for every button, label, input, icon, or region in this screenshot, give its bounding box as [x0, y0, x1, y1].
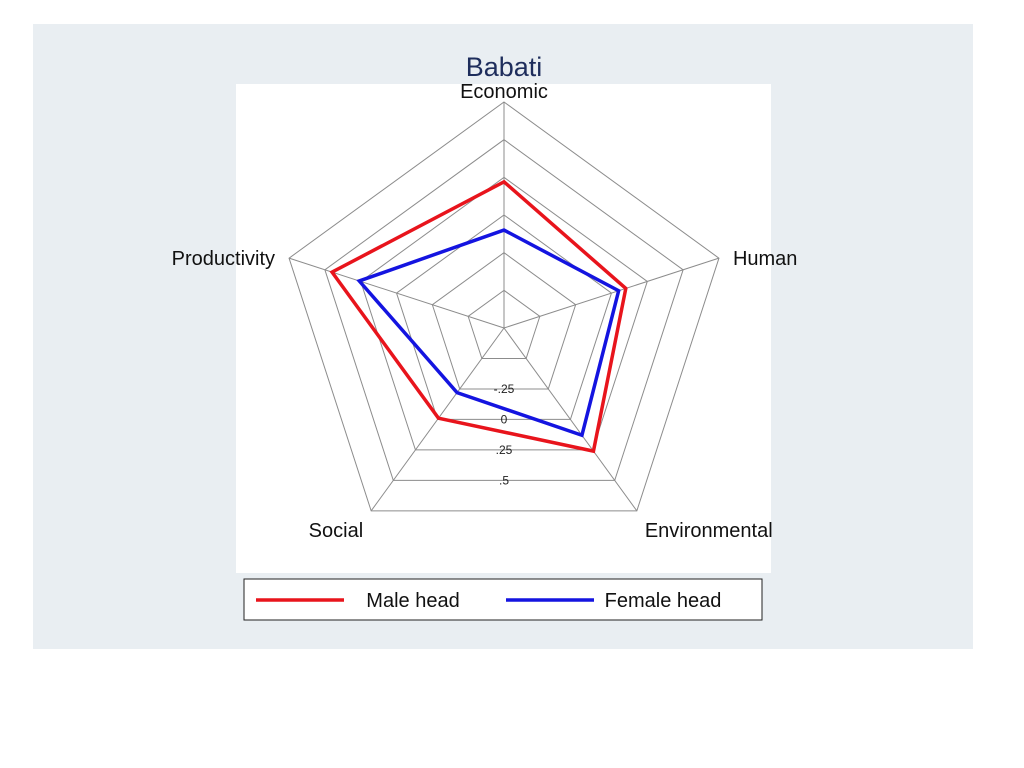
axis-label-human: Human — [733, 248, 797, 270]
radial-tick-labels: -.25 0 .25 .5 — [494, 382, 515, 487]
legend-label-female-head: Female head — [605, 590, 722, 612]
spoke-productivity — [288, 257, 505, 329]
chart-title: Babati — [466, 52, 543, 82]
axis-labels: Economic Human Environmental Social Producti… — [172, 81, 798, 542]
grid-ring-1 — [467, 289, 541, 359]
legend: Male head Female head — [243, 578, 763, 621]
tick-label: 0 — [501, 412, 508, 426]
series-female-head — [356, 228, 621, 438]
tick-label: -.25 — [494, 382, 515, 396]
grid-ring-4 — [360, 176, 648, 451]
spoke-environmental — [503, 327, 638, 512]
tick-label: .5 — [499, 473, 509, 487]
axis-label-productivity: Productivity — [172, 248, 275, 270]
series-layer — [329, 179, 628, 454]
series-male-head — [329, 179, 628, 454]
axis-label-economic: Economic — [460, 81, 548, 103]
tick-label: .25 — [496, 443, 513, 457]
radar-grid — [288, 101, 720, 512]
grid-ring-6 — [288, 101, 720, 512]
grid-ring-2 — [431, 252, 577, 390]
grid-ring-3 — [395, 214, 613, 420]
axis-label-social: Social — [309, 520, 363, 542]
legend-label-male-head: Male head — [366, 590, 459, 612]
spoke-human — [503, 257, 720, 329]
grid-ring-5 — [324, 139, 684, 481]
axis-label-environmental: Environmental — [645, 520, 773, 542]
